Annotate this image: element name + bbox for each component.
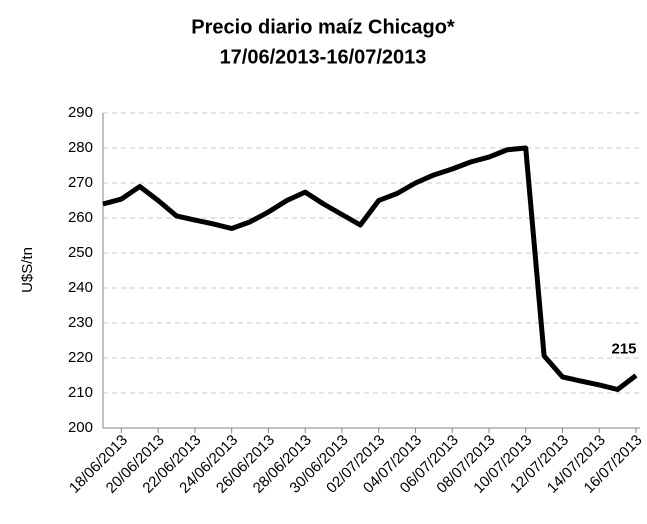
annotation: 215 (611, 340, 636, 357)
chart-title: Precio diario maíz Chicago* (191, 16, 455, 38)
y-tick-label: 240 (68, 279, 93, 296)
y-tick-label: 220 (68, 349, 93, 366)
y-tick-label: 200 (68, 419, 93, 436)
y-axis-label: U$S/tn (19, 247, 36, 293)
line-series (102, 145, 638, 392)
y-tick-label: 280 (68, 139, 93, 156)
y-tick-label: 210 (68, 384, 93, 401)
chart-subtitle: 17/06/2013-16/07/2013 (220, 46, 427, 68)
y-tick-label: 250 (68, 244, 93, 261)
y-tick-label: 270 (68, 174, 93, 191)
y-tick-label: 290 (68, 104, 93, 121)
y-tick-label: 230 (68, 314, 93, 331)
y-tick-label: 260 (68, 209, 93, 226)
